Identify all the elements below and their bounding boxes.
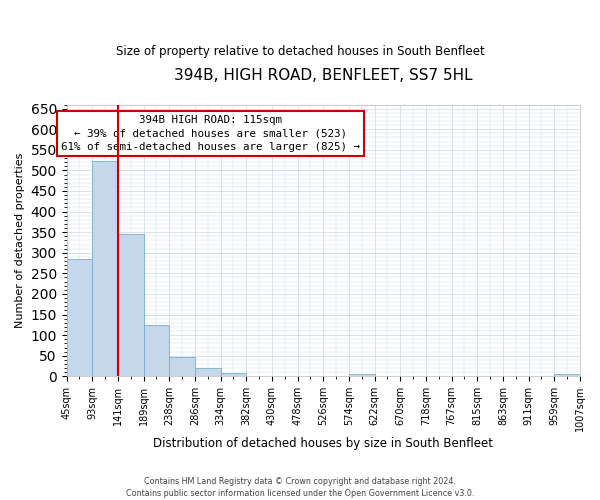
Text: Contains HM Land Registry data © Crown copyright and database right 2024.
Contai: Contains HM Land Registry data © Crown c… <box>126 476 474 498</box>
Bar <box>118 234 143 376</box>
Bar <box>169 356 195 376</box>
Title: 394B, HIGH ROAD, BENFLEET, SS7 5HL: 394B, HIGH ROAD, BENFLEET, SS7 5HL <box>174 68 473 82</box>
Text: 394B HIGH ROAD: 115sqm
← 39% of detached houses are smaller (523)
61% of semi-de: 394B HIGH ROAD: 115sqm ← 39% of detached… <box>61 116 360 152</box>
Bar <box>554 374 580 376</box>
Y-axis label: Number of detached properties: Number of detached properties <box>15 152 25 328</box>
Bar <box>143 325 169 376</box>
Bar <box>92 161 118 376</box>
X-axis label: Distribution of detached houses by size in South Benfleet: Distribution of detached houses by size … <box>154 437 493 450</box>
Bar <box>349 374 374 376</box>
Bar <box>67 259 92 376</box>
Text: Size of property relative to detached houses in South Benfleet: Size of property relative to detached ho… <box>116 45 484 58</box>
Bar <box>221 373 247 376</box>
Bar <box>195 368 221 376</box>
